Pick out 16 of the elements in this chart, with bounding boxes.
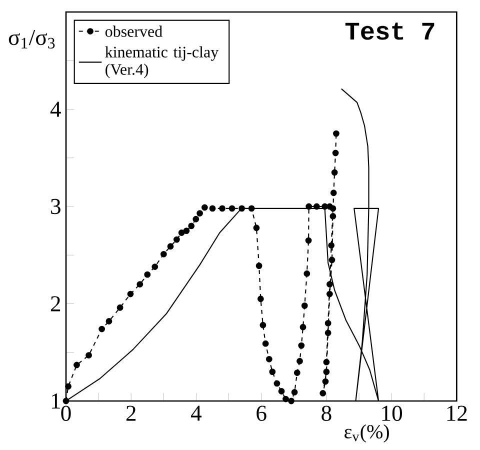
legend-label: observed: [105, 26, 162, 37]
x-tick-label: 0: [61, 406, 71, 421]
x-tick-label: 6: [256, 406, 266, 421]
y-tick-label: 4: [50, 102, 61, 117]
chart-title: Test 7: [345, 22, 434, 40]
y-axis-title: σ$_{1}$/σ$_{3}$: [8, 30, 55, 48]
y-tick-label: 2: [50, 296, 60, 312]
x-tick-label: 8: [322, 406, 332, 421]
x-tick-label: 10: [382, 406, 402, 421]
y-tick-label: 1: [52, 393, 60, 408]
x-tick-label: 2: [126, 406, 136, 421]
x-axis-title: ε$_{v}$(%): [344, 424, 389, 443]
legend-label: kinematic tij-clay (Ver.4): [105, 46, 219, 78]
x-tick-label: 4: [190, 406, 202, 421]
x-tick-label: 12: [447, 406, 467, 421]
y-tick-label: 3: [51, 198, 60, 214]
